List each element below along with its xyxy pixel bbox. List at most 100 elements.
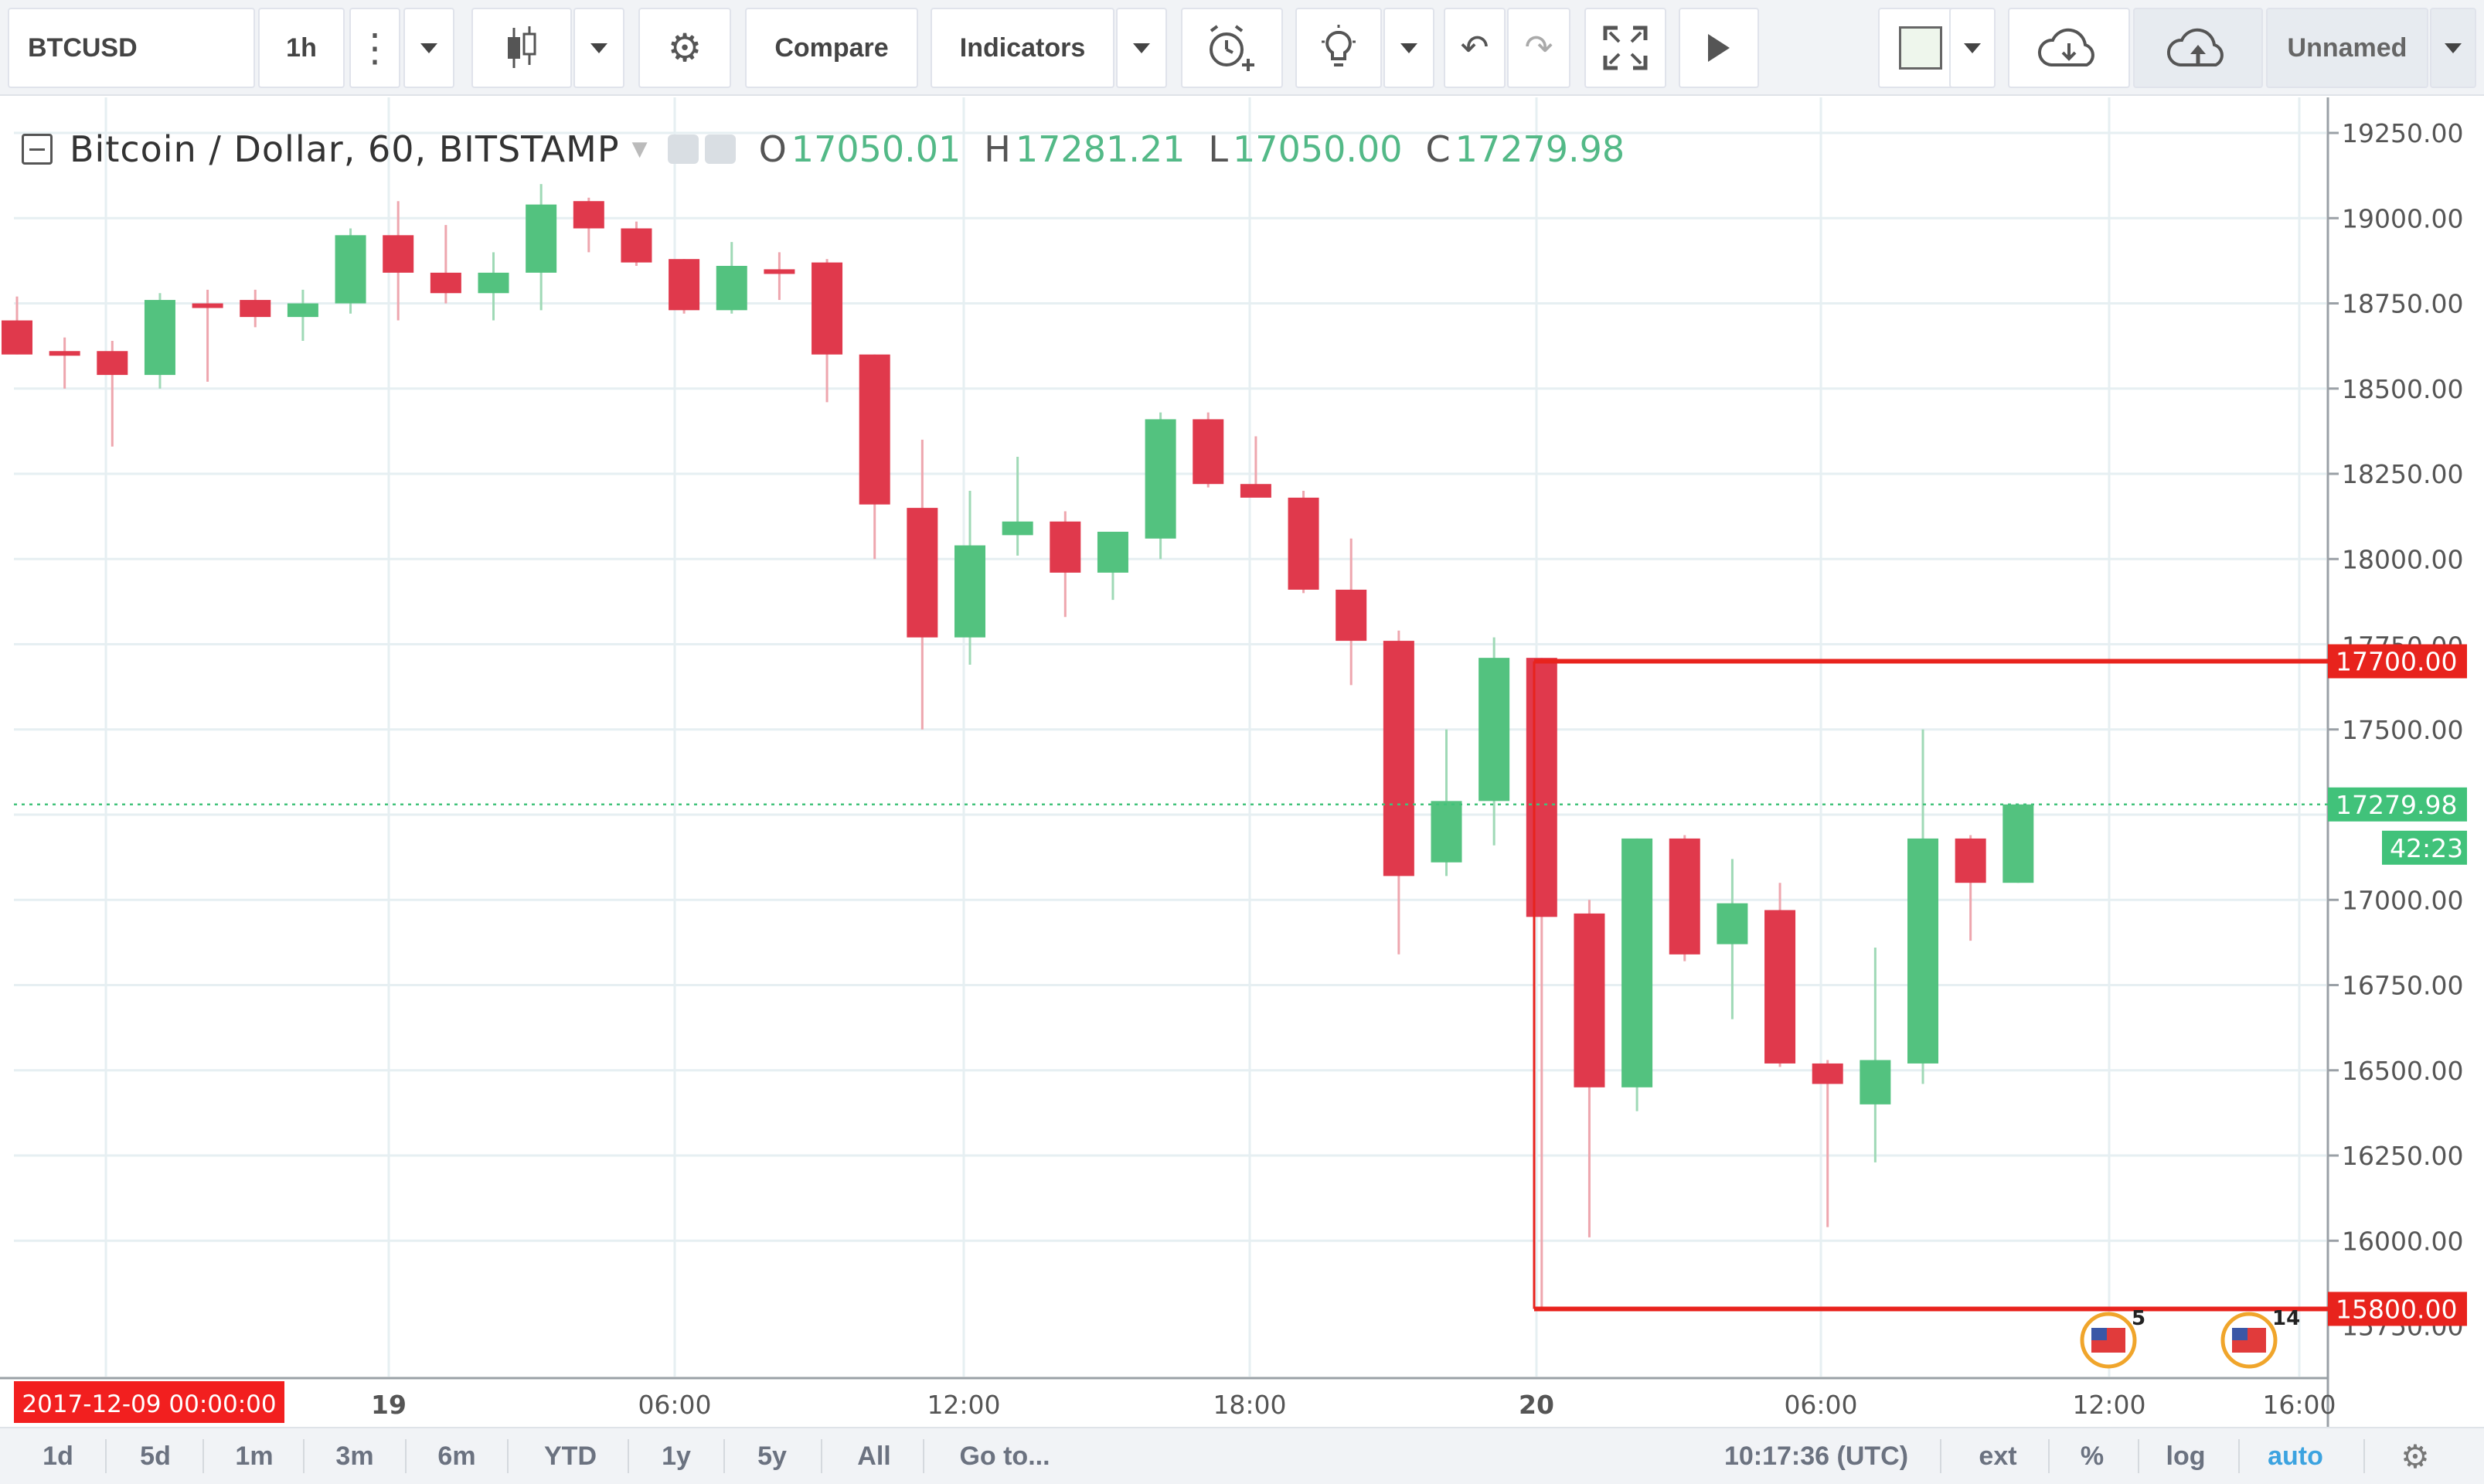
range-ytd-button[interactable]: YTD [544,1441,597,1471]
range-1m-button[interactable]: 1m [235,1441,274,1471]
candle-body [764,269,795,274]
last-price-label-bg [2328,787,2467,822]
candle-body [1574,913,1605,1087]
range-3m-button[interactable]: 3m [335,1441,374,1471]
settings-button[interactable]: ⚙ [638,8,731,88]
price-tick-label: 18250.00 [2342,459,2463,489]
candle-body [1907,838,1938,1064]
range-5d-button[interactable]: 5d [140,1441,171,1471]
interval-dropdown-button[interactable] [403,8,454,88]
range-all-button[interactable]: All [857,1441,891,1471]
price-tick-label: 16250.00 [2342,1141,2463,1171]
ideas-button[interactable] [1295,8,1382,88]
candle-body [335,235,366,304]
upper-line-price-label-bg [2328,644,2467,679]
candle-body [716,265,747,311]
lightbulb-icon [1322,25,1356,66]
chart-style-dropdown-button[interactable] [573,8,624,88]
goto-date-button[interactable]: Go to... [959,1441,1050,1471]
close-key: C [1425,128,1451,170]
time-tick-label: 18:00 [1213,1390,1286,1420]
collapse-legend-button[interactable] [22,134,53,165]
candle-body [97,351,128,376]
series-legend: Bitcoin / Dollar, 60, BITSTAMP ▼ O 17050… [22,122,1625,176]
color-swatch-dropdown-button[interactable] [1949,8,1996,88]
replay-button[interactable] [1679,8,1759,88]
price-tick-label: 19000.00 [2342,203,2463,233]
low-value: 17050.00 [1233,128,1403,170]
open-value: 17050.01 [791,128,961,170]
close-value: 17279.98 [1455,128,1625,170]
redo-arrow-icon: ↷ [1524,29,1553,66]
range-5y-button[interactable]: 5y [757,1441,787,1471]
candle-body [1717,903,1748,945]
candle-body [1240,484,1271,498]
indicators-button[interactable]: Indicators [931,8,1114,88]
load-layout-button[interactable] [2008,8,2130,88]
high-value: 17281.21 [1015,128,1186,170]
auto-scale-toggle[interactable]: auto [2268,1441,2323,1471]
fullscreen-icon [1603,26,1648,70]
price-tick-label: 16500.00 [2342,1056,2463,1086]
candle-body [812,262,843,355]
percent-scale-toggle[interactable]: % [2080,1441,2105,1471]
candle-body [1050,521,1081,573]
price-tick-label: 18000.00 [2342,544,2463,574]
undo-arrow-icon: ↶ [1460,29,1489,66]
time-tick-label: 12:00 [927,1390,1000,1420]
lower-line-price-label: 15800.00 [2336,1294,2457,1324]
chart-style-button[interactable] [471,8,572,88]
candle-body [1478,658,1510,802]
gear-icon[interactable] [704,134,736,164]
us-event-badge-2-flag-canton [2232,1328,2248,1340]
price-tick-label: 16750.00 [2342,971,2463,1001]
candlestick-chart[interactable]: 19250.00 19000.00 18750.00 18500.00 18250.00… [0,97,2484,1427]
chevron-down-icon[interactable]: ▼ [631,138,648,161]
alarm-clock-plus-icon [1210,25,1254,71]
eye-icon[interactable] [667,134,699,164]
candle-body [1336,589,1367,642]
undo-button[interactable]: ↶ [1444,8,1506,88]
range-6m-button[interactable]: 6m [437,1441,476,1471]
candle-body [1002,521,1033,536]
price-tick-label: 18750.00 [2342,289,2463,319]
layout-name-button[interactable]: Unnamed [2266,8,2428,88]
layout-dropdown-button[interactable] [2430,8,2476,88]
extended-hours-toggle[interactable]: ext [1979,1441,2017,1471]
candle-body [1955,838,1986,883]
redo-button[interactable]: ↷ [1507,8,1570,88]
low-key: L [1208,128,1229,170]
candle-body [192,303,223,308]
log-scale-toggle[interactable]: log [2166,1441,2206,1471]
alert-button[interactable] [1181,8,1283,88]
candle-body [2,320,32,355]
chart-pane[interactable]: 19250.00 19000.00 18750.00 18500.00 18250.00… [0,97,2484,1427]
save-layout-button[interactable] [2133,8,2263,88]
utc-clock[interactable]: 10:17:36 (UTC) [1723,1441,1909,1471]
fullscreen-button[interactable] [1584,8,1666,88]
gear-icon: ⚙ [667,26,703,70]
cursor-time-label: 2017-12-09 00:00:00 [22,1390,276,1418]
symbol-search-button[interactable]: BTCUSD [8,8,255,88]
range-1y-button[interactable]: 1y [662,1441,691,1471]
countdown-label-bg [2382,830,2467,865]
candle-body [287,303,318,318]
compare-label: Compare [774,32,889,63]
scale-settings-button[interactable]: ⚙ [2388,1428,2442,1484]
candle-body [573,201,604,229]
layout-name-label: Unnamed [2287,32,2407,63]
candle-body [144,300,175,376]
cloud-upload-icon [2167,28,2224,66]
candle-body [669,259,700,311]
more-intervals-button[interactable]: ⋮ [349,8,400,88]
indicators-dropdown-button[interactable] [1116,8,1167,88]
interval-button[interactable]: 1h [258,8,345,88]
interval-label: 1h [286,32,317,63]
range-1d-button[interactable]: 1d [43,1441,73,1471]
symbol-label: BTCUSD [28,32,138,63]
compare-button[interactable]: Compare [745,8,918,88]
ideas-dropdown-button[interactable] [1383,8,1434,88]
upper-line-price-label: 17700.00 [2336,647,2457,677]
price-tick-label: 17500.00 [2342,715,2463,745]
candle-body [859,354,890,505]
